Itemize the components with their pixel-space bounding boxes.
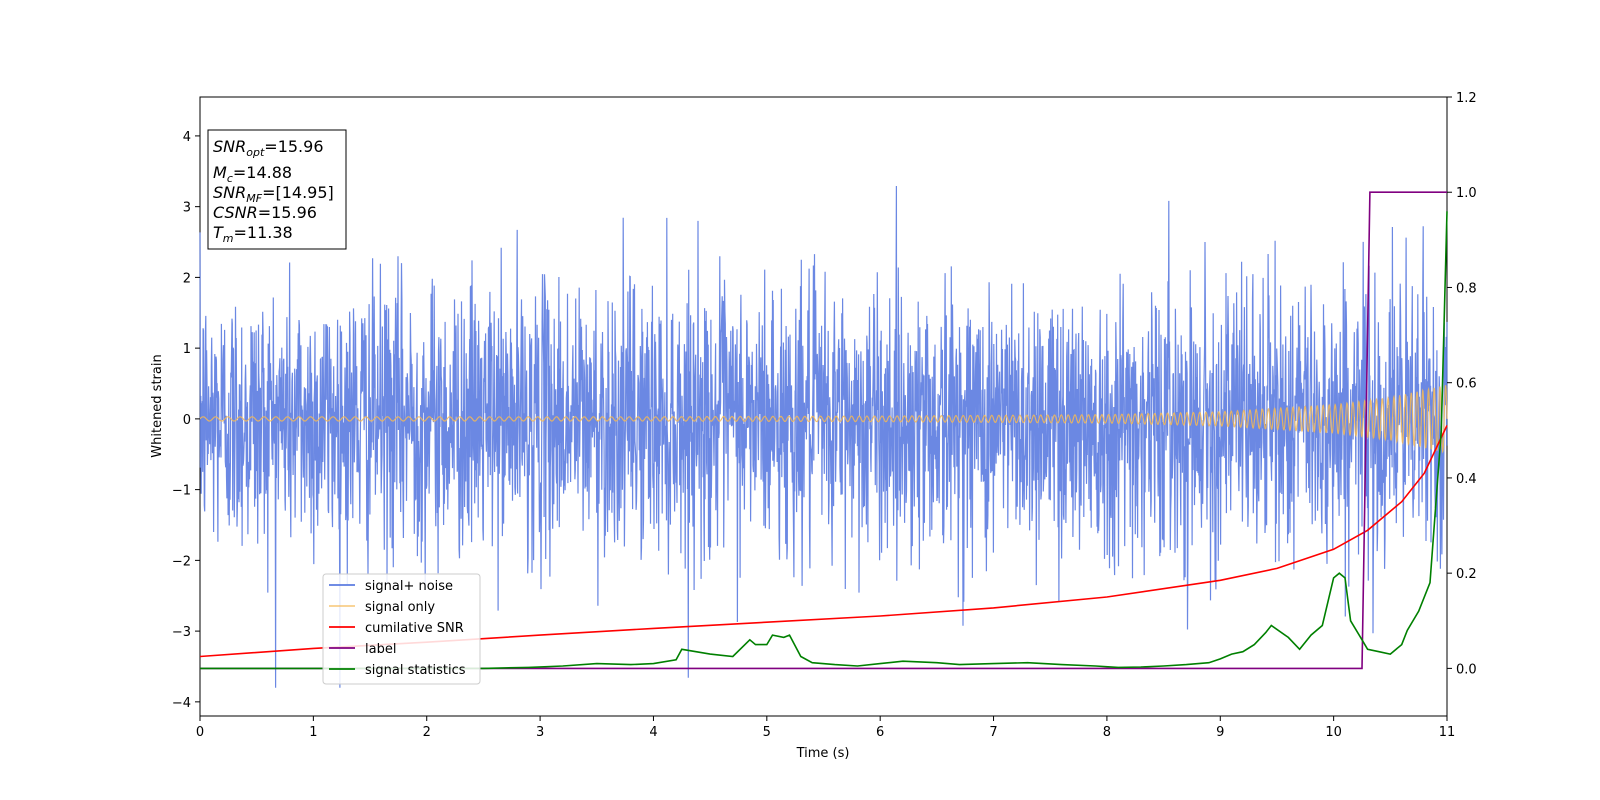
y-axis-right: 0.0 0.2 0.4 0.6 0.8 1.0 1.2 (1447, 91, 1477, 677)
y-tick-label: 4 (183, 130, 191, 145)
y2-tick-label: 0.6 (1456, 377, 1477, 392)
cumulative-snr-line (199, 425, 1448, 658)
x-tick-label: 2 (423, 725, 431, 740)
x-tick-label: 3 (536, 725, 544, 740)
legend-label: label (365, 642, 396, 657)
legend-label: signal only (365, 600, 435, 615)
y-tick-label: −2 (172, 554, 191, 569)
y-tick-label: 3 (183, 201, 191, 216)
x-axis: 0 1 2 3 4 5 6 7 8 9 10 11 (196, 716, 1455, 740)
y-tick-label: 2 (183, 271, 191, 286)
y2-tick-label: 1.0 (1456, 186, 1477, 201)
y2-tick-label: 1.2 (1456, 91, 1477, 106)
annotation-line: Mc=14.88 (213, 163, 292, 185)
y-tick-label: −4 (172, 696, 191, 711)
y-tick-label: −1 (172, 484, 191, 499)
annotation-line: CSNR=15.96 (213, 203, 317, 222)
signal-noise-line (199, 185, 1448, 688)
x-tick-label: 11 (1439, 725, 1456, 740)
x-tick-label: 10 (1325, 725, 1342, 740)
y-axis-label: Whitened strain (150, 354, 165, 457)
series-signal-noise (199, 185, 1448, 688)
label-line (200, 191, 1447, 670)
y2-tick-label: 0.0 (1456, 662, 1477, 677)
x-tick-label: 8 (1103, 725, 1111, 740)
y-tick-label: 1 (183, 342, 191, 357)
series-signal-statistics (200, 211, 1448, 670)
y-axis-left: −4 −3 −2 −1 0 1 2 3 4 (172, 130, 200, 711)
annotation-box: SNRopt=15.96 Mc=14.88SNRMF=[14.95]CSNR=15… (207, 129, 347, 250)
legend-label: cumilative SNR (365, 621, 464, 636)
x-tick-label: 6 (876, 725, 884, 740)
legend: signal+ noise signal only cumilative SNR la… (322, 573, 481, 685)
signal-only-line (199, 384, 1448, 454)
annotation-line: Tm=11.38 (213, 223, 293, 245)
y2-tick-label: 0.4 (1456, 472, 1477, 487)
series-signal-only (199, 384, 1448, 454)
y2-tick-label: 0.8 (1456, 281, 1477, 296)
signal-statistics-line (200, 211, 1448, 670)
y-tick-label: −3 (172, 625, 191, 640)
x-tick-label: 7 (989, 725, 997, 740)
annotation-line: SNRMF=[14.95] (213, 183, 334, 205)
x-axis-label: Time (s) (796, 746, 850, 761)
annotation-line: SNRopt=15.96 (213, 137, 324, 159)
x-tick-label: 1 (309, 725, 317, 740)
x-tick-label: 9 (1216, 725, 1224, 740)
series-cumulative-snr (199, 425, 1448, 658)
x-tick-label: 0 (196, 725, 204, 740)
y2-tick-label: 0.2 (1456, 567, 1477, 582)
x-tick-label: 4 (649, 725, 657, 740)
x-tick-label: 5 (763, 725, 771, 740)
series-label (200, 191, 1447, 670)
legend-label: signal statistics (365, 663, 466, 678)
y-tick-label: 0 (183, 413, 191, 428)
legend-label: signal+ noise (365, 579, 453, 594)
